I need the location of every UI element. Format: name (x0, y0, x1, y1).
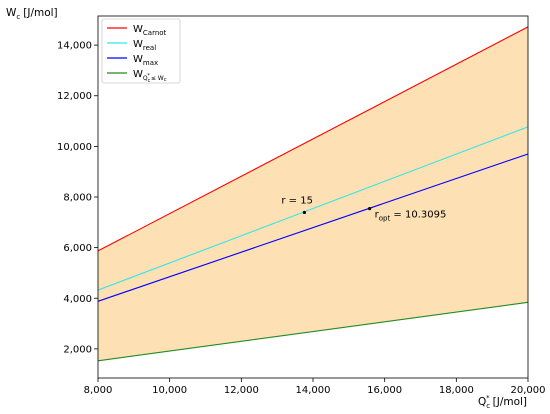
series-line-real (97, 126, 529, 291)
x-tick-label: 16,000 (367, 385, 402, 396)
x-tick-label: 12,000 (224, 385, 259, 396)
svg-text:WCarnot: WCarnot (133, 24, 167, 37)
y-tick-label: 6,000 (63, 243, 92, 254)
annotation-point-1 (302, 210, 306, 215)
series-lines (97, 26, 529, 362)
series-line-max (97, 153, 529, 302)
y-tick-label: 10,000 (57, 142, 92, 153)
annotation-point-2 (368, 207, 372, 211)
x-tick-label: 8,000 (84, 385, 113, 396)
legend: WCarnot Wreal Wmax WQc*≤ Wc (101, 18, 181, 84)
x-tick-label: 20,000 (511, 385, 546, 396)
x-tick-label: 10,000 (152, 385, 187, 396)
y-axis-label: Wc [J/mol] (6, 7, 58, 21)
annotation-points (302, 207, 372, 215)
fill-region (98, 26, 528, 361)
annotation-label-1: r = 15 (281, 195, 313, 206)
legend-box (101, 18, 181, 84)
svg-text:WQc*≤ Wc: WQc*≤ Wc (133, 69, 167, 84)
y-tick-label: 12,000 (57, 91, 92, 102)
annotation-label-2: ropt = 10.3095 (375, 210, 447, 223)
legend-entry-real: Wreal (107, 39, 156, 52)
annotations: r = 15 ropt = 10.3095 (281, 195, 446, 222)
svg-text:Wmax: Wmax (133, 54, 158, 67)
x-ticks: 8,000 10,000 12,000 14,000 16,000 18,000 20,00… (84, 378, 546, 396)
x-tick-label: 18,000 (439, 385, 474, 396)
y-tick-label: 14,000 (57, 41, 92, 52)
y-tick-label: 2,000 (63, 344, 92, 355)
y-tick-label: 4,000 (63, 294, 92, 305)
series-line-carnot (97, 26, 529, 252)
series-line-qc-le-wc (97, 301, 529, 362)
legend-entry-max: Wmax (107, 54, 158, 67)
y-tick-label: 8,000 (63, 193, 92, 204)
x-tick-label: 14,000 (296, 385, 331, 396)
x-axis-label: Qc* [J/mol] (478, 394, 527, 410)
legend-entry-carnot: WCarnot (107, 24, 167, 37)
svg-text:Wreal: Wreal (133, 39, 156, 52)
legend-entry-qc-le-wc: WQc*≤ Wc (107, 69, 167, 84)
fill-between-area (98, 26, 528, 361)
y-ticks: 2,000 4,000 6,000 8,000 10,000 12,000 14,000 (57, 41, 98, 355)
